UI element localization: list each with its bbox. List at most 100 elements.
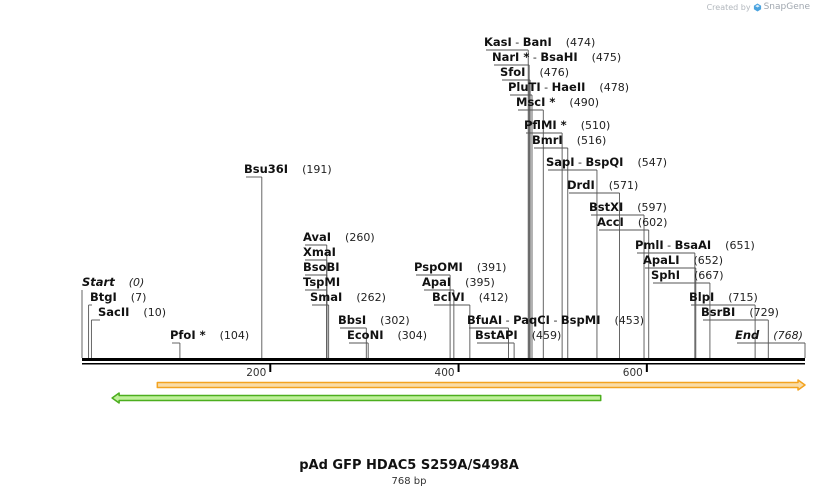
site-separator: - xyxy=(512,36,523,49)
site-enzyme-name: BlpI xyxy=(689,290,714,304)
site-position: (191) xyxy=(302,163,332,176)
site-label[interactable]: SfoI (476) xyxy=(500,65,569,79)
site-stems-layer xyxy=(81,49,806,358)
site-enzyme-name: BstXI xyxy=(589,200,623,214)
plasmid-length: 768 bp xyxy=(391,476,427,487)
site-label[interactable]: PspOMI (391) xyxy=(414,260,506,274)
site-position: (302) xyxy=(380,314,410,327)
site-label[interactable]: SmaI (262) xyxy=(310,290,386,304)
site-label[interactable]: SacII (10) xyxy=(98,305,166,319)
site-position: (571) xyxy=(609,179,639,192)
site-label[interactable]: TspMI xyxy=(303,275,340,289)
site-enzyme-name: ApaLI xyxy=(643,253,680,267)
site-position: (7) xyxy=(131,291,147,304)
site-label[interactable]: EcoNI (304) xyxy=(347,328,427,342)
site-enzyme-name: PluTI xyxy=(508,80,541,94)
site-label[interactable]: AccI (602) xyxy=(597,215,667,229)
site-position: (459) xyxy=(532,329,562,342)
ruler-tick-label: 600 xyxy=(623,367,643,379)
site-enzyme-name: Bsu36I xyxy=(244,162,288,176)
site-label[interactable]: PflMI * (510) xyxy=(524,118,610,132)
site-label[interactable]: MscI * (490) xyxy=(516,95,599,109)
site-label[interactable]: ApaI (395) xyxy=(422,275,495,289)
site-position: (510) xyxy=(581,119,611,132)
ruler-ticks-layer: 200 400 600 xyxy=(246,364,648,379)
site-enzyme-name: XmaI xyxy=(303,245,336,259)
site-enzyme-name: BsaHI xyxy=(540,50,577,64)
site-position: (715) xyxy=(728,291,758,304)
site-label[interactable]: NarI * - BsaHI (475) xyxy=(492,50,621,64)
site-enzyme-name: SmaI xyxy=(310,290,342,304)
site-label[interactable]: BclVI (412) xyxy=(432,290,508,304)
ruler-tick-label: 200 xyxy=(246,367,266,379)
site-enzyme-name: TspMI xyxy=(303,275,340,289)
site-label[interactable]: BbsI (302) xyxy=(338,313,410,327)
site-label[interactable]: BfuAI - PaqCI - BspMI (453) xyxy=(467,313,644,327)
site-enzyme-name: BbsI xyxy=(338,313,366,327)
site-label[interactable]: BlpI (715) xyxy=(689,290,758,304)
site-label[interactable]: BsrBI (729) xyxy=(701,305,779,319)
site-position: (490) xyxy=(569,96,599,109)
site-position: (304) xyxy=(397,329,427,342)
site-enzyme-name: PaqCI xyxy=(513,313,550,327)
site-enzyme-name: EcoNI xyxy=(347,328,383,342)
site-enzyme-name: Start xyxy=(82,275,115,289)
site-enzyme-name: NarI * xyxy=(492,50,529,64)
site-position: (391) xyxy=(477,261,507,274)
site-enzyme-name: HaeII xyxy=(552,80,586,94)
plasmid-name: pAd GFP HDAC5 S259A/S498A xyxy=(299,458,519,473)
site-position: (667) xyxy=(694,269,724,282)
site-enzyme-name: BsoBI xyxy=(303,260,340,274)
site-position: (602) xyxy=(638,216,668,229)
site-label[interactable]: KasI - BanI (474) xyxy=(484,35,595,49)
site-label[interactable]: BsoBI xyxy=(303,260,340,274)
site-labels-layer: Start (0) BtgI (7)SacII (10) PfoI * (104) Bsu36… xyxy=(82,35,803,342)
site-label[interactable]: Start (0) xyxy=(82,275,144,289)
site-position: (395) xyxy=(465,276,495,289)
site-label[interactable]: BstXI (597) xyxy=(589,200,667,214)
site-enzyme-name: BspMI xyxy=(561,313,601,327)
site-label[interactable]: SphI (667) xyxy=(651,268,724,282)
site-label[interactable]: ApaLI (652) xyxy=(643,253,723,267)
site-enzyme-name: BtgI xyxy=(90,290,117,304)
site-label[interactable]: PmlI - BsaAI (651) xyxy=(635,238,755,252)
site-position: (516) xyxy=(577,134,607,147)
ruler-tick-label: 400 xyxy=(435,367,455,379)
site-enzyme-name: BclVI xyxy=(432,290,465,304)
site-label[interactable]: PluTI - HaeII (478) xyxy=(508,80,629,94)
site-label[interactable]: XmaI xyxy=(303,245,336,259)
site-enzyme-name: End xyxy=(735,328,760,342)
site-label[interactable]: BtgI (7) xyxy=(90,290,146,304)
site-enzyme-name: SapI xyxy=(546,155,575,169)
site-position: (768) xyxy=(773,329,803,342)
site-position: (10) xyxy=(143,306,166,319)
site-enzyme-name: PmlI xyxy=(635,238,664,252)
site-separator: - xyxy=(541,81,552,94)
site-enzyme-name: BstAPI xyxy=(475,328,518,342)
site-label[interactable]: BmrI (516) xyxy=(532,133,606,147)
site-position: (652) xyxy=(694,254,724,267)
site-enzyme-name: DrdI xyxy=(567,178,595,192)
site-label[interactable]: SapI - BspQI (547) xyxy=(546,155,667,169)
site-label[interactable]: End (768) xyxy=(735,328,803,342)
site-position: (412) xyxy=(479,291,509,304)
site-enzyme-name: SfoI xyxy=(500,65,525,79)
site-enzyme-name: KasI xyxy=(484,35,512,49)
green-feature[interactable] xyxy=(111,392,602,404)
features-layer xyxy=(111,379,806,404)
site-enzyme-name: PflMI * xyxy=(524,118,567,132)
site-label[interactable]: PfoI * (104) xyxy=(170,328,249,342)
site-position: (474) xyxy=(566,36,596,49)
site-label[interactable]: BstAPI (459) xyxy=(475,328,561,342)
orange-feature[interactable] xyxy=(156,379,806,391)
site-label[interactable]: DrdI (571) xyxy=(567,178,638,192)
site-enzyme-name: BsaAI xyxy=(675,238,712,252)
backbone-line-bottom xyxy=(82,363,805,365)
site-label[interactable]: Bsu36I (191) xyxy=(244,162,332,176)
site-separator: - xyxy=(550,314,561,327)
site-label[interactable]: AvaI (260) xyxy=(303,230,375,244)
site-position: (476) xyxy=(539,66,569,79)
snapgene-credit: Created by SnapGene xyxy=(707,2,810,12)
site-enzyme-name: BsrBI xyxy=(701,305,735,319)
